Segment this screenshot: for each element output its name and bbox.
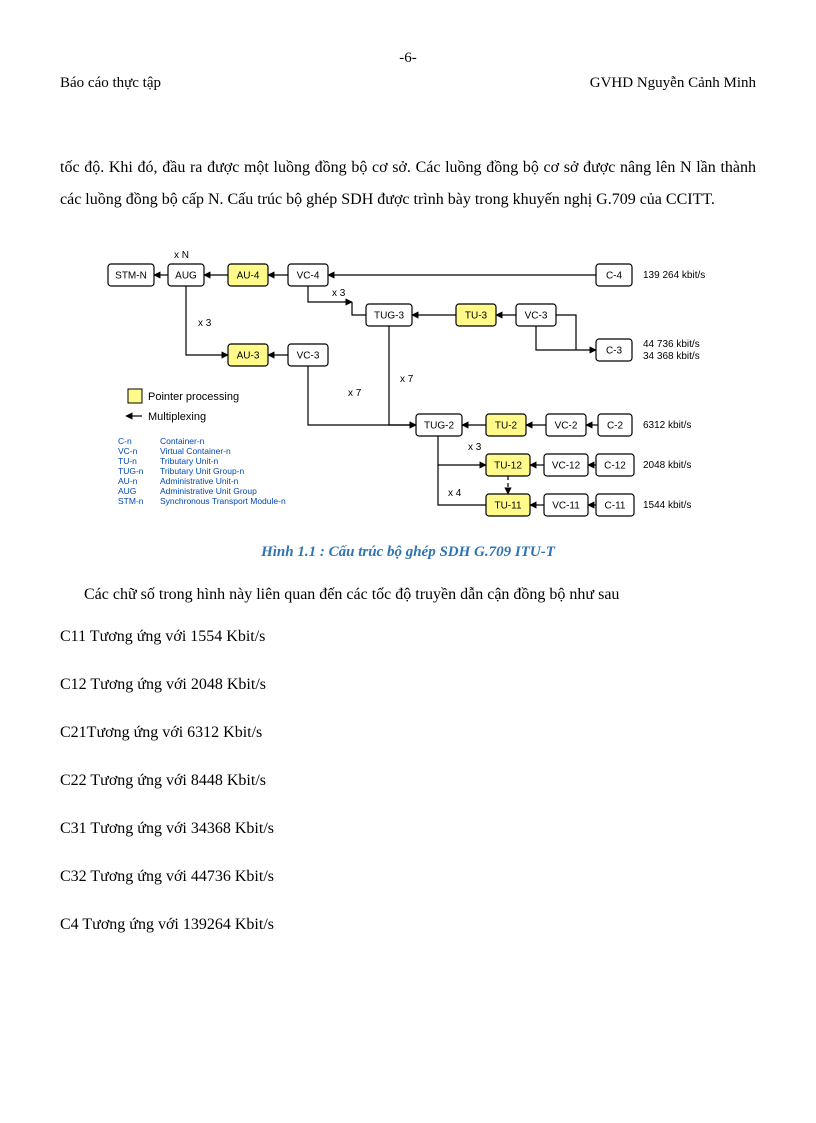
svg-text:TUG-3: TUG-3 xyxy=(374,311,404,322)
svg-text:STM-N: STM-N xyxy=(115,271,147,282)
svg-text:VC-3: VC-3 xyxy=(297,351,320,362)
figure-caption: Hình 1.1 : Cấu trúc bộ ghép SDH G.709 IT… xyxy=(60,544,756,561)
svg-text:TU-11: TU-11 xyxy=(494,501,521,512)
svg-text:TUG-n: TUG-n xyxy=(118,466,144,476)
svg-text:x 3: x 3 xyxy=(468,442,482,453)
svg-text:C-3: C-3 xyxy=(606,346,623,357)
svg-text:TU-12: TU-12 xyxy=(494,461,522,472)
svg-text:Multiplexing: Multiplexing xyxy=(148,411,206,423)
header-right: GVHD Nguyễn Cảnh Minh xyxy=(590,75,756,92)
svg-text:AUG: AUG xyxy=(175,271,197,282)
page-header: Báo cáo thực tập GVHD Nguyễn Cảnh Minh xyxy=(60,75,756,92)
svg-text:TU-2: TU-2 xyxy=(495,421,518,432)
svg-text:44 736 kbit/s: 44 736 kbit/s xyxy=(643,339,700,350)
paragraph-below: Các chữ số trong hình này liên quan đến … xyxy=(60,579,756,611)
svg-text:Tributary Unit Group-n: Tributary Unit Group-n xyxy=(160,466,245,476)
svg-text:x 7: x 7 xyxy=(400,374,414,385)
svg-text:C-n: C-n xyxy=(118,436,132,446)
svg-text:Virtual Container-n: Virtual Container-n xyxy=(160,446,231,456)
svg-text:VC-12: VC-12 xyxy=(552,461,581,472)
svg-text:Container-n: Container-n xyxy=(160,436,205,446)
svg-text:VC-2: VC-2 xyxy=(555,421,578,432)
svg-text:Pointer processing: Pointer processing xyxy=(148,391,239,403)
rate-line: C32 Tương ứng với 44736 Kbit/s xyxy=(60,861,756,893)
svg-text:VC-3: VC-3 xyxy=(525,311,548,322)
sdh-diagram: x 3 x 3 x 7 x 7 x 3 x 4 STM-N AUG AU-4 VC-4 C-4 TUG… xyxy=(98,234,718,534)
page-number: -6- xyxy=(60,50,756,67)
rate-line: C12 Tương ứng với 2048 Kbit/s xyxy=(60,669,756,701)
svg-text:Synchronous Transport Module-n: Synchronous Transport Module-n xyxy=(160,496,286,506)
svg-text:C-4: C-4 xyxy=(606,271,623,282)
svg-text:Administrative Unit-n: Administrative Unit-n xyxy=(160,476,239,486)
svg-text:2048 kbit/s: 2048 kbit/s xyxy=(643,460,691,471)
svg-text:C-2: C-2 xyxy=(607,421,624,432)
rate-line: C22 Tương ứng với 8448 Kbit/s xyxy=(60,765,756,797)
svg-text:VC-n: VC-n xyxy=(118,446,138,456)
rate-line: C4 Tương ứng với 139264 Kbit/s xyxy=(60,909,756,941)
svg-text:x 3: x 3 xyxy=(198,318,212,329)
svg-text:TUG-2: TUG-2 xyxy=(424,421,454,432)
svg-text:139 264 kbit/s: 139 264 kbit/s xyxy=(643,270,705,281)
svg-text:x N: x N xyxy=(174,250,189,261)
svg-text:VC-4: VC-4 xyxy=(297,271,320,282)
svg-text:x 3: x 3 xyxy=(332,288,346,299)
svg-text:AUG: AUG xyxy=(118,486,136,496)
svg-text:AU-3: AU-3 xyxy=(237,351,260,362)
header-left: Báo cáo thực tập xyxy=(60,75,161,92)
svg-text:TU-n: TU-n xyxy=(118,456,137,466)
svg-text:x 7: x 7 xyxy=(348,388,362,399)
sdh-diagram-svg: x 3 x 3 x 7 x 7 x 3 x 4 STM-N AUG AU-4 VC-4 C-4 TUG… xyxy=(98,234,718,529)
svg-text:STM-n: STM-n xyxy=(118,496,144,506)
svg-text:1544 kbit/s: 1544 kbit/s xyxy=(643,500,691,511)
svg-text:x 4: x 4 xyxy=(448,488,462,499)
rate-list: C11 Tương ứng với 1554 Kbit/s C12 Tương ứ… xyxy=(60,621,756,941)
svg-text:Tributary Unit-n: Tributary Unit-n xyxy=(160,456,219,466)
body-paragraph: tốc độ. Khi đó, đầu ra được một luồng đồ… xyxy=(60,152,756,216)
svg-text:AU-n: AU-n xyxy=(118,476,138,486)
svg-text:34 368 kbit/s: 34 368 kbit/s xyxy=(643,351,700,362)
rate-line: C11 Tương ứng với 1554 Kbit/s xyxy=(60,621,756,653)
svg-text:AU-4: AU-4 xyxy=(237,271,260,282)
svg-text:TU-3: TU-3 xyxy=(465,311,488,322)
svg-text:C-12: C-12 xyxy=(604,461,626,472)
svg-text:VC-11: VC-11 xyxy=(552,501,580,512)
svg-text:C-11: C-11 xyxy=(605,501,626,512)
svg-text:Administrative Unit Group: Administrative Unit Group xyxy=(160,486,257,496)
rate-line: C21Tương ứng với 6312 Kbit/s xyxy=(60,717,756,749)
rate-line: C31 Tương ứng với 34368 Kbit/s xyxy=(60,813,756,845)
svg-text:6312 kbit/s: 6312 kbit/s xyxy=(643,420,691,431)
